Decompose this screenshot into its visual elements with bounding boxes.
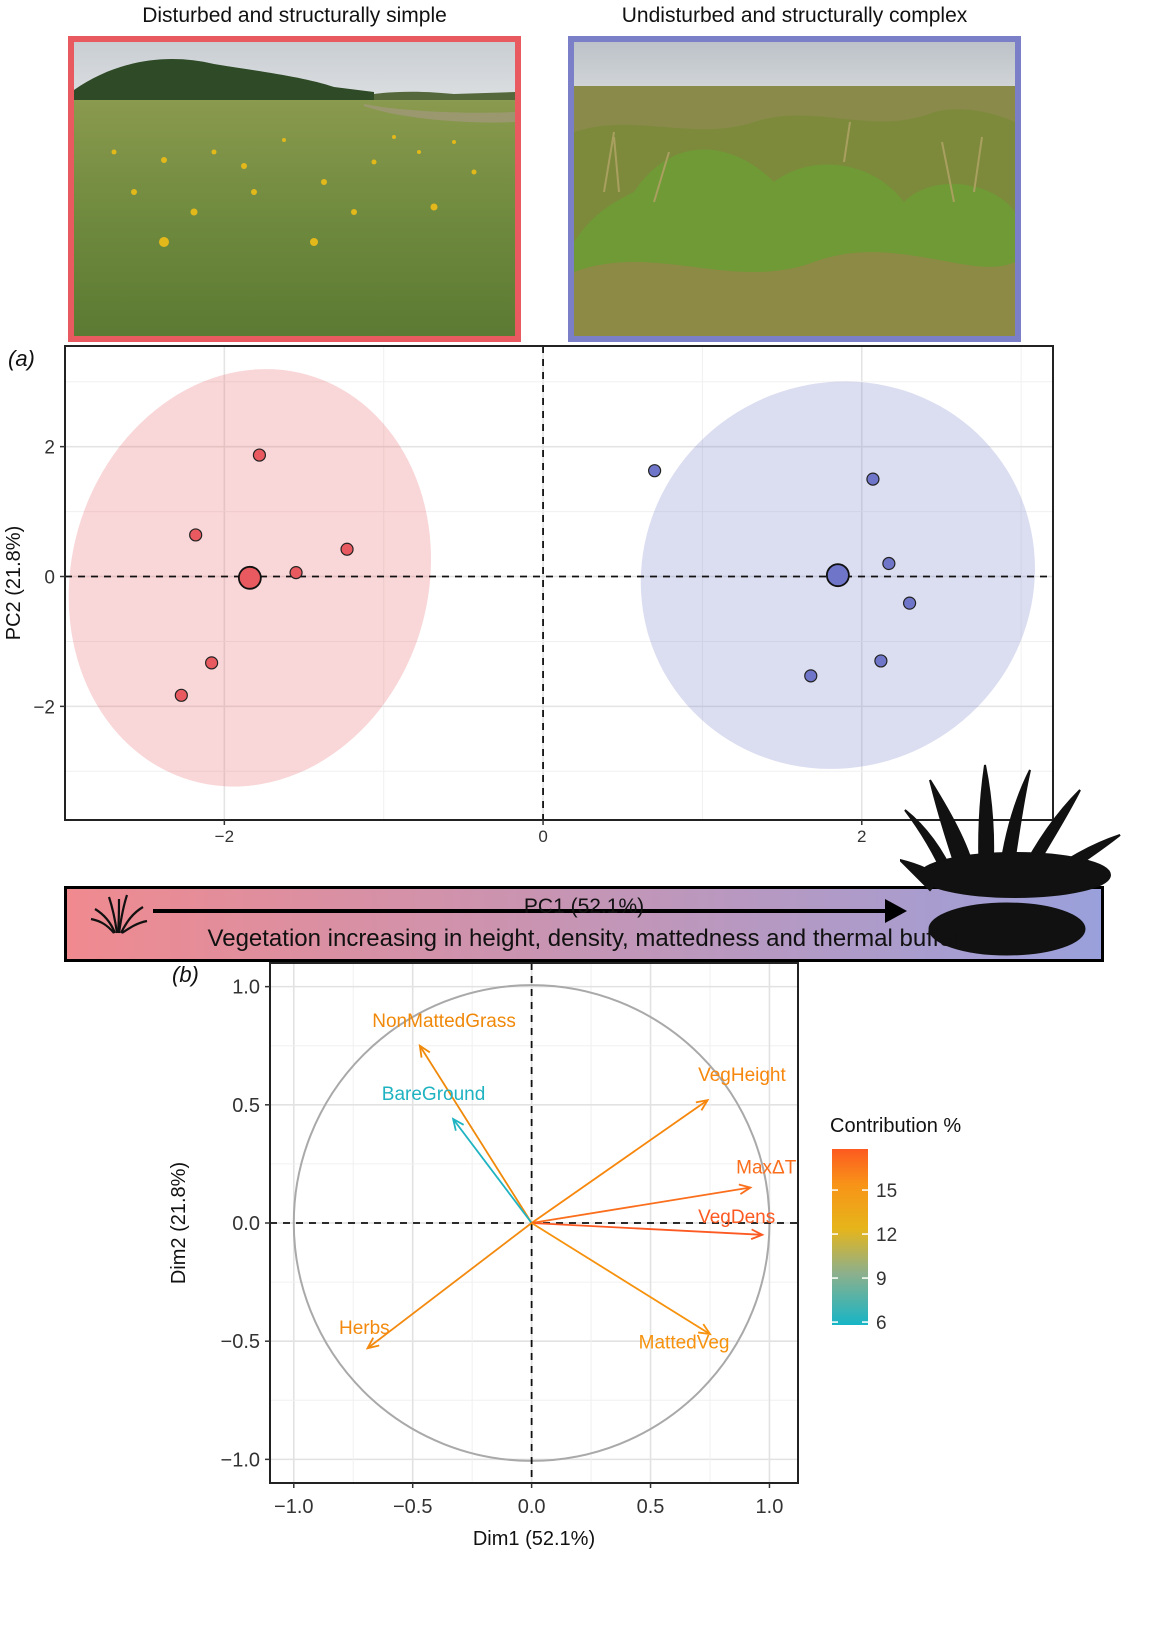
- pca-point-group-2: [902, 596, 917, 610]
- pca-reference-lines: [65, 346, 1053, 820]
- variable-vector-arrowhead: [418, 1043, 431, 1058]
- variable-vector-label: VegDens: [698, 1207, 775, 1228]
- dim2-axis-label: Dim2 (21.8%): [168, 1162, 190, 1284]
- legend-tick-label: 9: [876, 1269, 887, 1290]
- variable-vector-line: [531, 1099, 709, 1224]
- variable-vector-label: VegHeight: [698, 1065, 786, 1086]
- pca-ticks: −2 0 2 −2 0 2: [33, 438, 866, 846]
- pca-grid: [64, 346, 1053, 820]
- variable-vector-line: [452, 1118, 533, 1224]
- variable-panel-bg: [270, 963, 798, 1483]
- variable-vector-line: [531, 1186, 751, 1224]
- undisturbed-tussock-image: [574, 42, 1015, 336]
- dim2-tick-label: −0.5: [221, 1331, 260, 1353]
- legend-tick-label: 6: [876, 1313, 887, 1334]
- pca-y-tick-label: 0: [44, 568, 55, 589]
- dim2-tick-label: 1.0: [232, 977, 260, 999]
- pca-x-tick-label: 2: [857, 827, 866, 846]
- variable-vector-line: [419, 1045, 533, 1224]
- right-photo-title: Undisturbed and structurally complex: [621, 4, 968, 27]
- variable-vector-line: [366, 1222, 533, 1349]
- tussock-silhouette-icon: [900, 764, 1121, 898]
- pca-point-group-1: [174, 688, 188, 702]
- pca-centroid-group-2: [825, 563, 850, 588]
- variable-vector-label: BareGround: [382, 1084, 486, 1105]
- dim1-axis-label: Dim1 (52.1%): [473, 1528, 595, 1550]
- pca-y-tick-label: −2: [33, 697, 55, 718]
- pca-point-group-1: [252, 448, 267, 462]
- variable-plot-reference-lines: [270, 963, 798, 1483]
- pca-score-plot: −2 0 2 −2 0 2 PC2 (21.8%): [3, 345, 1054, 846]
- legend-colorbar: [832, 1149, 868, 1325]
- pca-panel-bg: [65, 346, 1053, 820]
- legend-ticks: 6 9 12 15: [832, 1181, 897, 1334]
- pca-point-group-2: [882, 556, 896, 571]
- pc1-label: PC1 (52.1%): [523, 895, 645, 918]
- pca-point-group-2: [804, 669, 818, 683]
- pca-x-tick-label: −2: [215, 827, 234, 846]
- pca-point-group-1: [189, 528, 203, 542]
- disturbed-grassland-photo: [68, 36, 521, 342]
- dim2-tick-label: 0.0: [232, 1213, 260, 1235]
- disturbed-grassland-image: [74, 42, 515, 336]
- large-tussock-icon: [928, 902, 1086, 956]
- variable-vector-label: MattedVeg: [639, 1332, 730, 1353]
- small-grass-icon: [90, 894, 148, 934]
- variable-vector-arrowhead: [697, 1323, 712, 1336]
- variable-plot-ticks: −1.0 −0.5 0.0 0.5 1.0 −1.0 −0.5 0.0 0.5 1.0: [221, 977, 784, 1518]
- legend-title: Contribution %: [830, 1115, 961, 1137]
- dim2-tick-label: −1.0: [221, 1449, 260, 1471]
- contribution-legend: Contribution % 6 9 12 15: [830, 1115, 961, 1334]
- pca-y-axis-label: PC2 (21.8%): [3, 526, 25, 641]
- variable-vector-line: [531, 1222, 763, 1236]
- pca-point-group-1: [289, 566, 303, 580]
- pca-point-group-2: [866, 472, 880, 486]
- variable-vector-line: [531, 1222, 711, 1335]
- legend-tick-label: 15: [876, 1181, 897, 1202]
- left-photo-title: Disturbed and structurally simple: [142, 4, 447, 27]
- variable-vector-arrowhead: [750, 1228, 765, 1240]
- pca-plot-frame: [64, 345, 1054, 821]
- variable-vector-label: Herbs: [339, 1318, 390, 1339]
- variable-vector-arrowhead: [451, 1117, 465, 1131]
- pca-x-tick-label: 0: [538, 827, 547, 846]
- pca-centroid-group-1: [237, 565, 262, 590]
- pca-point-group-2: [648, 464, 662, 478]
- pc1-arrow-head: [885, 899, 907, 923]
- variable-vector-arrowhead: [695, 1098, 710, 1111]
- variable-vectors: NonMattedGrass BareGround VegHeight MaxΔT Ve…: [339, 1011, 797, 1353]
- pca-point-group-2: [874, 654, 888, 668]
- dim1-tick-label: −1.0: [274, 1496, 313, 1518]
- pca-y-tick-label: 2: [44, 438, 55, 459]
- variable-plot-frame: [269, 962, 799, 1484]
- dim2-tick-label: 0.5: [232, 1095, 260, 1117]
- variable-vector-arrowhead: [365, 1337, 380, 1350]
- variable-vector-label: NonMattedGrass: [372, 1011, 516, 1032]
- pca-points: [174, 448, 917, 702]
- panel-a-letter: (a): [8, 346, 35, 371]
- undisturbed-tussock-photo: [568, 36, 1021, 342]
- gradient-caption: Vegetation increasing in height, density…: [207, 925, 961, 952]
- dim1-tick-label: 1.0: [756, 1496, 784, 1518]
- dim1-tick-label: −0.5: [393, 1496, 432, 1518]
- unit-circle: [292, 984, 771, 1462]
- pca-point-group-1: [205, 656, 219, 670]
- variable-vector-label: MaxΔT: [736, 1157, 797, 1178]
- pc1-gradient-decor: [90, 894, 1086, 956]
- pc1-gradient-bar: PC1 (52.1%) Vegetation increasing in hei…: [64, 886, 1104, 962]
- pca-point-group-1: [340, 542, 354, 556]
- legend-tick-label: 12: [876, 1225, 897, 1246]
- dim1-tick-label: 0.5: [637, 1496, 665, 1518]
- panel-b-letter: (b): [172, 962, 199, 987]
- dim1-tick-label: 0.0: [518, 1496, 546, 1518]
- variable-plot-grid: [270, 963, 798, 1483]
- variable-vector-arrowhead: [738, 1183, 753, 1195]
